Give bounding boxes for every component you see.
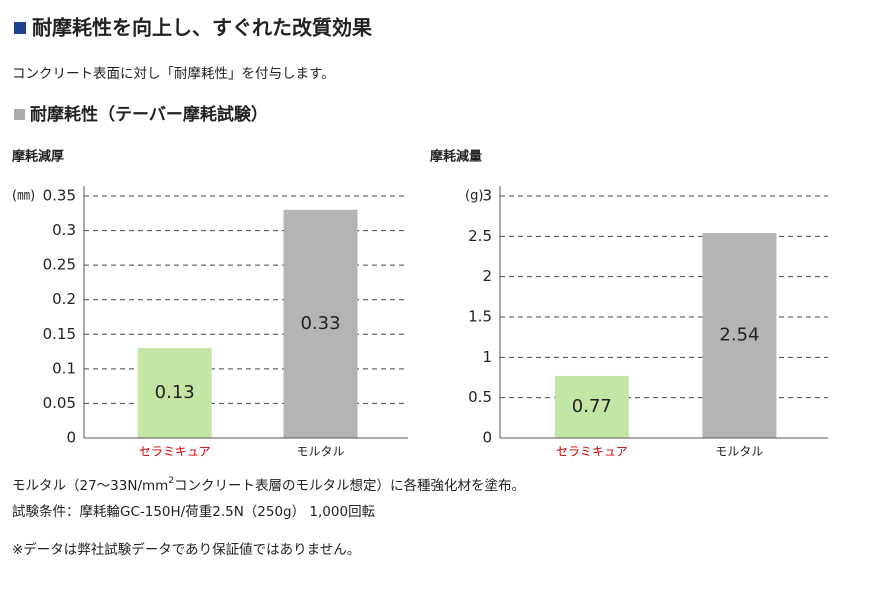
y-tick-label: 2 — [482, 267, 492, 285]
x-tick-label: モルタル — [715, 445, 763, 459]
bar — [702, 233, 777, 438]
chart-title: 摩耗減量 — [430, 149, 482, 165]
y-tick-label: 1.5 — [468, 308, 492, 326]
subheading: 耐摩耗性（テーバー摩耗試験） — [30, 104, 268, 125]
intro: コンクリート表面に対し「耐摩耗性」を付与します。 — [12, 65, 335, 82]
bar — [137, 348, 212, 438]
y-tick-label: 2.5 — [468, 227, 492, 245]
note-sup: 2 — [168, 476, 174, 486]
y-tick-label: 0.5 — [468, 388, 492, 406]
y-tick-label: 3 — [482, 187, 492, 205]
subheading-marker — [14, 109, 25, 120]
y-tick-label: 0.05 — [43, 394, 76, 412]
x-tick-label: モルタル — [297, 445, 345, 459]
note-text: モルタル（27～33N/mm — [12, 478, 168, 494]
value-label: 0.13 — [155, 382, 195, 403]
axis-unit: (g) — [465, 189, 483, 204]
axis-unit: (㎜) — [12, 189, 35, 204]
bar — [283, 209, 358, 438]
value-label: 0.33 — [300, 313, 340, 334]
y-tick-label: 0.3 — [52, 221, 76, 239]
chart-title: 摩耗減厚 — [12, 149, 64, 165]
title: 耐摩耗性を向上し、すぐれた改質効果 — [32, 16, 372, 40]
y-tick-label: 0.2 — [52, 290, 76, 308]
y-tick-label: 0.15 — [43, 325, 76, 343]
y-tick-label: 0 — [66, 429, 76, 447]
note: ※データは弊社試験データであり保証値ではありません。 — [12, 541, 360, 558]
value-label: 2.54 — [719, 325, 759, 346]
y-tick-label: 0 — [482, 429, 492, 447]
x-tick-label: セラミキュア — [139, 445, 211, 459]
y-tick-label: 0.25 — [43, 256, 76, 274]
y-tick-label: 1 — [482, 348, 492, 366]
y-tick-label: 0.35 — [43, 187, 76, 205]
title-marker — [14, 22, 26, 34]
value-label: 0.77 — [572, 396, 612, 417]
note: 試験条件：摩耗輪GC-150H/荷重2.5N（250g） 1,000回転 — [12, 503, 376, 520]
note: モルタル（27～33N/mm2コンクリート表層のモルタル想定）に各種強化材を塗布… — [12, 476, 525, 495]
y-tick-label: 0.1 — [52, 359, 76, 377]
bar — [554, 375, 629, 438]
note-text: コンクリート表層のモルタル想定）に各種強化材を塗布。 — [174, 477, 525, 494]
x-tick-label: セラミキュア — [556, 445, 628, 459]
